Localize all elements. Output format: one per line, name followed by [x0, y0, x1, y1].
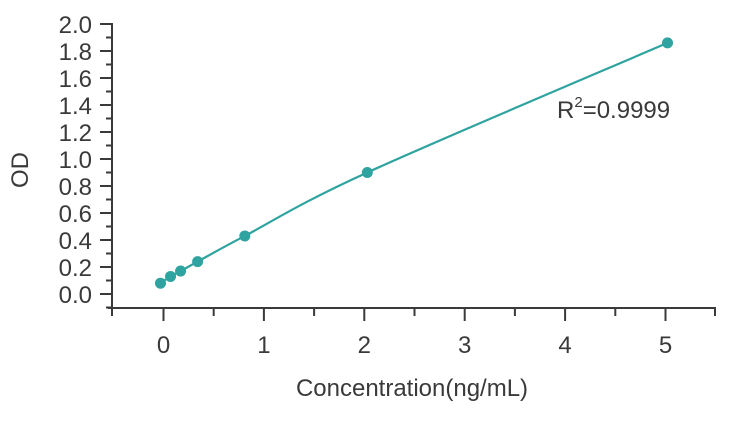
curve-path — [159, 41, 668, 285]
data-point — [192, 256, 204, 268]
x-tick-label: 0 — [157, 332, 170, 359]
data-point — [361, 167, 373, 178]
y-tick-label: 0.8 — [59, 174, 92, 201]
y-tick-label: 0.0 — [59, 282, 92, 309]
r-squared-annotation: R2=0.9999 — [557, 94, 670, 124]
r-squared-value: =0.9999 — [583, 97, 670, 124]
y-tick-label: 1.6 — [59, 66, 92, 93]
y-tick-label: 1.0 — [59, 147, 92, 174]
r-squared-r: R — [557, 97, 574, 124]
data-point — [239, 230, 251, 242]
y-tick-label: 2.0 — [59, 12, 92, 39]
x-tick-label: 1 — [257, 332, 270, 359]
y-axis-label: OD — [7, 152, 34, 188]
data-point — [154, 277, 166, 289]
y-tick-label: 1.2 — [59, 120, 92, 147]
x-axis-label: Concentration(ng/mL) — [296, 375, 528, 402]
data-point — [662, 37, 674, 49]
x-tick-label: 2 — [358, 332, 371, 359]
y-tick-label: 0.4 — [59, 228, 92, 255]
y-tick-label: 0.6 — [59, 201, 92, 228]
data-point — [165, 270, 177, 282]
fitted-curve — [159, 41, 668, 285]
x-tick-label: 5 — [659, 332, 672, 359]
y-tick-label: 0.2 — [59, 255, 92, 282]
x-tick-label: 3 — [458, 332, 471, 359]
y-tick-label: 1.4 — [59, 93, 92, 120]
y-axis: 0.00.20.40.60.81.01.21.41.61.82.0 — [59, 12, 113, 311]
data-point — [175, 265, 187, 277]
x-tick-label: 4 — [558, 332, 571, 359]
x-axis: 0 1 2 3 4 5 — [108, 307, 716, 359]
r-squared-superscript: 2 — [574, 94, 582, 111]
y-tick-label: 1.8 — [59, 39, 92, 66]
data-points — [154, 37, 674, 289]
